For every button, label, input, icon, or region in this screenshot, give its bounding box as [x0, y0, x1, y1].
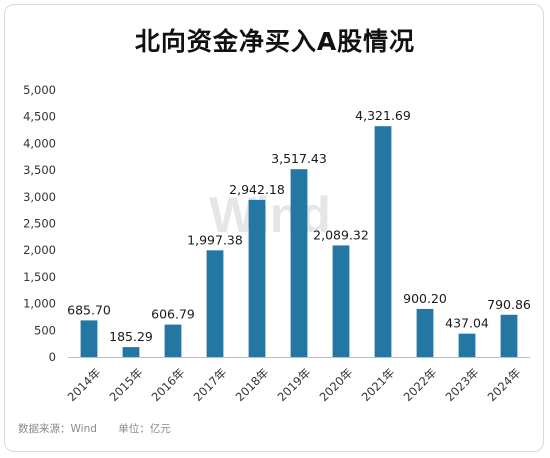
bar: [164, 324, 182, 357]
bar: [374, 126, 392, 357]
bar: [332, 245, 350, 357]
data-labels: 685.70 185.29 606.79 1,997.38 2,942.18 3,517.…: [67, 108, 531, 344]
bar: [416, 308, 434, 357]
bar: [80, 320, 98, 357]
bar: [206, 250, 224, 357]
y-tick-label: 1,000: [23, 297, 56, 311]
y-tick-label: 500: [34, 323, 56, 337]
x-axis: 2014年 2015年 2016年 2017年 2018年 2019年 2020年 2021年…: [65, 357, 530, 404]
x-tick-label: 2023年: [443, 365, 482, 404]
bar: [290, 169, 308, 357]
x-tick-label: 2020年: [317, 365, 356, 404]
bar: [248, 199, 266, 357]
x-tick-label: 2014年: [65, 365, 104, 404]
x-tick-label: 2021年: [359, 365, 398, 404]
x-tick-label: 2015年: [107, 365, 146, 404]
y-tick-label: 3,500: [23, 163, 56, 177]
data-label: 185.29: [109, 329, 153, 344]
data-label: 900.20: [403, 291, 447, 306]
y-axis: 0 500 1,000 1,500 2,000 2,500 3,000 3,500 4,000 4…: [23, 83, 56, 364]
data-label: 1,997.38: [187, 232, 243, 247]
x-tick-label: 2019年: [275, 365, 314, 404]
watermark: Wind: [209, 187, 331, 243]
data-label: 4,321.69: [355, 108, 411, 123]
x-tick-label: 2024年: [485, 365, 524, 404]
data-label: 606.79: [151, 307, 195, 322]
x-tick-label: 2016年: [149, 365, 188, 404]
chart-frame: [4, 4, 544, 452]
bars: [80, 126, 518, 357]
data-label: 790.86: [487, 297, 531, 312]
y-tick-label: 2,500: [23, 217, 56, 231]
y-tick-label: 1,500: [23, 270, 56, 284]
y-tick-label: 3,000: [23, 190, 56, 204]
chart-title: 北向资金净买入A股情况: [134, 27, 416, 56]
y-tick-label: 5,000: [23, 83, 56, 97]
y-tick-label: 4,500: [23, 110, 56, 124]
x-tick-label: 2022年: [401, 365, 440, 404]
data-label: 685.70: [67, 302, 111, 317]
data-label: 2,942.18: [229, 182, 285, 197]
y-tick-label: 2,000: [23, 243, 56, 257]
y-tick-label: 0: [49, 350, 56, 364]
data-label: 2,089.32: [313, 227, 369, 242]
bar: [500, 314, 518, 357]
data-label: 437.04: [445, 316, 489, 331]
source-note: 数据来源：Wind: [18, 423, 97, 435]
x-tick-label: 2017年: [191, 365, 230, 404]
bar: [122, 347, 140, 357]
unit-note: 单位：亿元: [118, 423, 171, 435]
bar: [458, 333, 476, 357]
x-tick-label: 2018年: [233, 365, 272, 404]
footer: 数据来源：Wind 单位：亿元: [18, 421, 189, 436]
data-label: 3,517.43: [271, 151, 327, 166]
y-tick-label: 4,000: [23, 136, 56, 150]
